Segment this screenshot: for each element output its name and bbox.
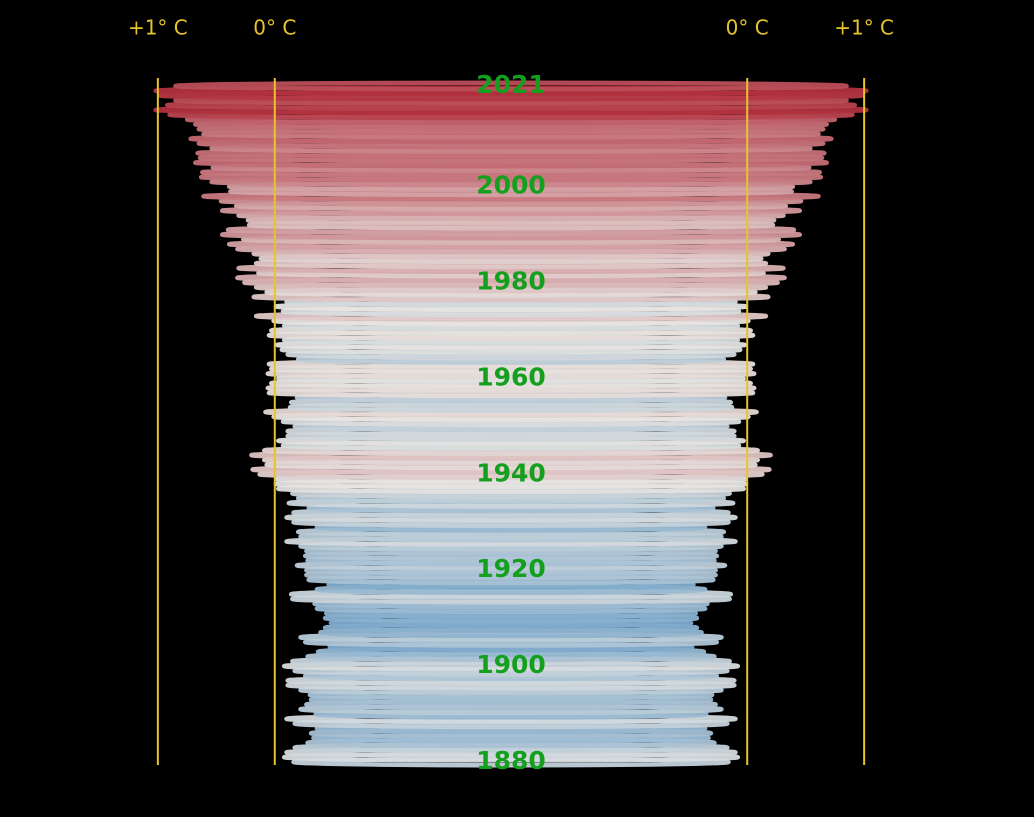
x-tick-label: +1° C (128, 16, 188, 40)
year-label: 1980 (476, 267, 546, 296)
year-label: 2021 (476, 70, 546, 99)
year-label: 1920 (476, 554, 546, 583)
year-ring (173, 80, 849, 92)
rings (153, 80, 869, 768)
year-label: 1880 (476, 746, 546, 775)
x-tick-label: 0° C (253, 16, 296, 40)
year-label: 1960 (476, 362, 546, 391)
year-label: 1940 (476, 458, 546, 487)
labels: +1° C +1° C 0° C 0° C 1880 1900 1920 1940 1960 19… (128, 16, 894, 776)
year-label: 1900 (476, 650, 546, 679)
year-label: 2000 (476, 171, 546, 200)
x-tick-label: +1° C (834, 16, 894, 40)
x-tick-label: 0° C (726, 16, 769, 40)
